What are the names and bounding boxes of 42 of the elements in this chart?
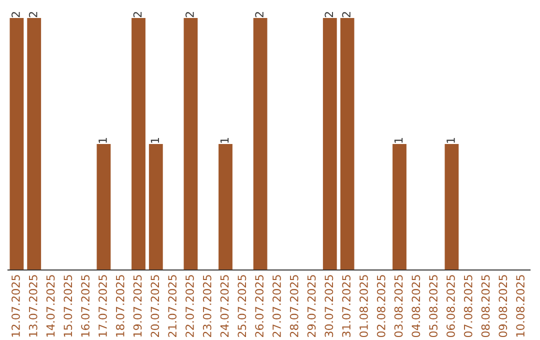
x-tick-label: 04.08.2025 <box>412 275 420 338</box>
data-label: 2 <box>342 12 350 18</box>
data-label: 2 <box>28 12 38 18</box>
x-tick-label: 25.07.2025 <box>238 275 246 337</box>
x-tick-label: 06.08.2025 <box>446 275 455 338</box>
x-tick-label: 14.07.2025 <box>46 275 55 337</box>
data-label: 2 <box>324 12 333 18</box>
x-tick-label: 30.07.2025 <box>324 275 334 337</box>
data-label: 1 <box>220 138 229 143</box>
x-tick-label: 19.07.2025 <box>133 275 142 337</box>
data-label: 1 <box>98 138 107 143</box>
data-label: 2 <box>133 12 142 18</box>
x-tick-label: 10.08.2025 <box>516 275 525 337</box>
data-label: 2 <box>12 12 20 18</box>
data-label: 2 <box>186 12 194 18</box>
x-tick-label: 09.08.2025 <box>498 275 508 338</box>
x-tick-label: 28.07.2025 <box>290 275 298 337</box>
x-tick-label: 26.07.2025 <box>255 275 264 337</box>
x-tick-label: 08.08.2025 <box>481 275 490 338</box>
data-label: 2 <box>255 12 264 18</box>
x-tick-label: 12.07.2025 <box>12 275 20 337</box>
data-label: 1 <box>394 138 403 143</box>
x-tick-label: 21.07.2025 <box>168 275 177 337</box>
x-tick-label: 13.07.2025 <box>28 275 38 337</box>
x-tick-label: 22.07.2025 <box>186 275 194 337</box>
x-tick-label: 15.07.2025 <box>64 275 72 337</box>
x-tick-label: 17.07.2025 <box>98 275 107 337</box>
x-tick-label: 29.07.2025 <box>307 275 316 337</box>
x-tick-label: 23.07.2025 <box>202 275 212 337</box>
data-label: 1 <box>446 138 455 143</box>
data-label: 1 <box>150 138 159 143</box>
x-tick-label: 07.08.2025 <box>464 275 472 338</box>
x-tick-label: 16.07.2025 <box>81 275 90 337</box>
x-tick-label: 01.08.2025 <box>360 275 368 338</box>
x-tick-label: 02.08.2025 <box>376 275 386 338</box>
x-tick-label: 24.07.2025 <box>220 275 229 337</box>
x-tick-label: 27.07.2025 <box>272 275 281 337</box>
x-tick-label: 05.08.2025 <box>429 275 438 338</box>
x-tick-label: 31.07.2025 <box>342 275 351 337</box>
x-tick-label: 18.07.2025 <box>116 275 124 337</box>
x-tick-label: 03.08.2025 <box>394 275 403 338</box>
x-tick-label: 20.07.2025 <box>150 275 160 337</box>
